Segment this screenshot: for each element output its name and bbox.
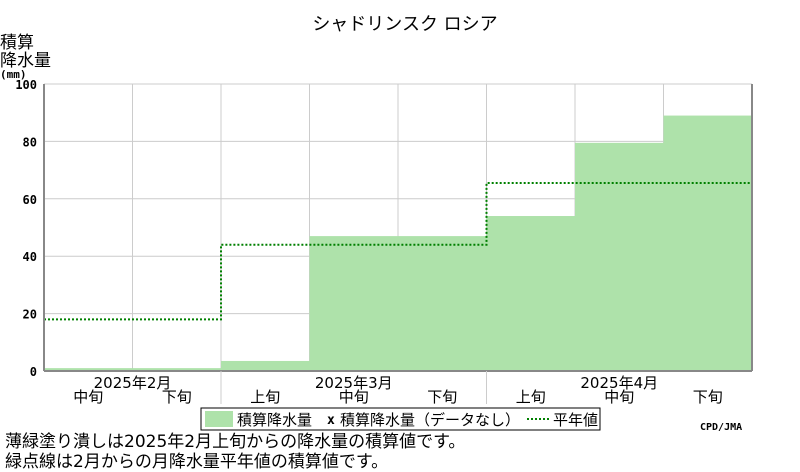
chart-title: シャドリンスク ロシア [312,14,497,35]
note-dotted: 緑点線は2月からの月降水量平年値の積算値です。 [5,452,389,472]
y-tick-label: 0 [30,365,37,379]
x-period-label: 中旬 [604,388,634,406]
area-bar [309,236,399,371]
area-bar [44,368,133,371]
x-period-label: 上旬 [516,388,546,406]
legend-missing-mark: x [327,413,335,428]
x-period-label: 中旬 [73,388,103,406]
area-bar [221,360,310,371]
legend-area-label: 積算降水量 [237,411,312,429]
y-axis-label-line: 積算 [0,33,34,53]
x-month-label: 2025年3月 [315,374,393,392]
plot-frame [43,84,753,372]
area-bar [398,236,487,371]
legend-normal-label: 平年値 [553,411,598,429]
legend-missing-label: 積算降水量（データなし） [340,411,520,429]
area-bar [575,142,664,371]
area-bar [663,115,753,371]
normal-line [44,182,752,321]
y-axis-label: 積算降水量(mm) [0,33,51,81]
area-bar [486,216,576,371]
y-axis-ticks: 0 20 40 60 80 100 [15,78,37,379]
legend-area-swatch [205,411,233,427]
x-period-label: 下旬 [693,388,723,406]
y-axis-label-line: (mm) [0,68,27,81]
x-period-label: 上旬 [250,388,280,406]
credit-label: CPD/JMA [700,422,742,433]
y-tick-label: 100 [15,78,37,92]
note-fill: 薄緑塗り潰しは2025年2月上旬からの降水量の積算値です。 [5,432,466,452]
x-month-label: 2025年4月 [580,374,658,392]
cumulative-area [44,115,753,371]
y-tick-label: 40 [23,250,37,264]
area-bar [132,368,222,371]
y-tick-label: 60 [23,193,37,207]
x-period-label: 下旬 [162,388,192,406]
x-month-label: 2025年2月 [94,374,172,392]
legend-box [200,407,601,431]
normal-line-path [44,182,752,321]
legend: 積算降水量 x 積算降水量（データなし） 平年値 [200,407,601,431]
x-period-label: 中旬 [339,388,369,406]
y-tick-label: 20 [23,308,37,322]
x-period-label: 下旬 [427,388,457,406]
y-tick-label: 80 [23,135,37,149]
y-axis-label-line: 降水量 [0,51,51,71]
